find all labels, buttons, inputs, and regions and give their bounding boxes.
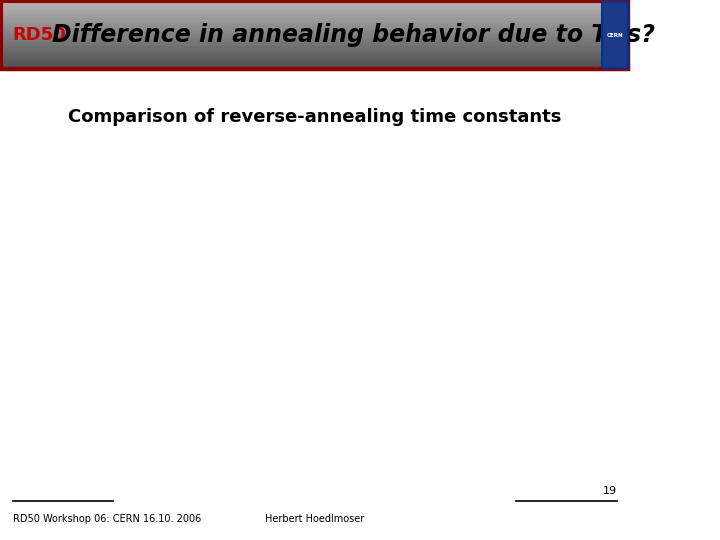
Bar bbox=[0, 66, 629, 68]
Bar bbox=[0, 13, 629, 14]
Bar bbox=[0, 3, 629, 4]
Bar bbox=[0, 27, 629, 28]
Bar bbox=[0, 12, 629, 13]
Bar bbox=[0, 44, 629, 45]
Text: RD50 Workshop 06: CERN 16.10. 2006: RD50 Workshop 06: CERN 16.10. 2006 bbox=[12, 514, 201, 524]
Bar bbox=[0, 23, 629, 24]
Bar bbox=[0, 49, 629, 50]
Bar bbox=[0, 6, 629, 7]
Bar bbox=[0, 45, 629, 46]
Text: RD50: RD50 bbox=[12, 26, 66, 44]
Bar bbox=[0, 5, 629, 6]
Text: Herbert Hoedlmoser: Herbert Hoedlmoser bbox=[265, 514, 364, 524]
Bar bbox=[0, 56, 629, 57]
Bar bbox=[0, 40, 629, 41]
Bar bbox=[0, 31, 629, 32]
Bar bbox=[0, 0, 629, 1]
Bar bbox=[0, 28, 629, 29]
Bar bbox=[0, 69, 629, 70]
Bar bbox=[601, 2, 628, 68]
Bar bbox=[0, 30, 629, 31]
Bar bbox=[0, 7, 629, 8]
Bar bbox=[0, 58, 629, 59]
Bar bbox=[0, 63, 629, 64]
Bar bbox=[0, 9, 629, 10]
Bar bbox=[0, 42, 629, 43]
Bar bbox=[0, 19, 629, 20]
Bar bbox=[0, 48, 629, 49]
Bar bbox=[0, 1, 629, 2]
Bar bbox=[0, 57, 629, 58]
Bar bbox=[0, 64, 629, 65]
Bar bbox=[0, 60, 629, 62]
Bar bbox=[0, 35, 629, 36]
Bar bbox=[0, 59, 629, 60]
Bar bbox=[0, 34, 629, 35]
Bar bbox=[0, 16, 629, 17]
Bar bbox=[0, 33, 629, 34]
Bar bbox=[0, 21, 629, 22]
Bar bbox=[0, 62, 629, 63]
Bar bbox=[0, 18, 629, 19]
Bar bbox=[0, 53, 629, 55]
Bar bbox=[0, 22, 629, 23]
Bar bbox=[0, 37, 629, 38]
Bar bbox=[1, 1, 628, 69]
Bar bbox=[0, 29, 629, 30]
Bar bbox=[0, 15, 629, 16]
Bar bbox=[0, 46, 629, 48]
Bar bbox=[0, 14, 629, 15]
Text: Comparison of reverse-annealing time constants: Comparison of reverse-annealing time con… bbox=[68, 108, 562, 126]
Bar bbox=[0, 43, 629, 44]
Bar bbox=[0, 51, 629, 52]
Bar bbox=[0, 20, 629, 21]
Bar bbox=[0, 65, 629, 66]
Bar bbox=[0, 8, 629, 9]
Bar bbox=[0, 52, 629, 53]
Bar bbox=[0, 68, 629, 69]
Bar bbox=[0, 41, 629, 42]
Text: CERN: CERN bbox=[606, 32, 623, 38]
Bar bbox=[0, 11, 629, 12]
Bar bbox=[0, 32, 629, 33]
Bar bbox=[0, 4, 629, 5]
Text: 19: 19 bbox=[603, 485, 616, 496]
Bar bbox=[0, 26, 629, 27]
Text: Difference in annealing behavior due to TDs?: Difference in annealing behavior due to … bbox=[52, 23, 654, 47]
Bar bbox=[0, 38, 629, 39]
Bar bbox=[0, 55, 629, 56]
Bar bbox=[0, 50, 629, 51]
Bar bbox=[0, 2, 629, 3]
Bar bbox=[0, 36, 629, 37]
Bar bbox=[0, 39, 629, 40]
Bar bbox=[0, 25, 629, 26]
